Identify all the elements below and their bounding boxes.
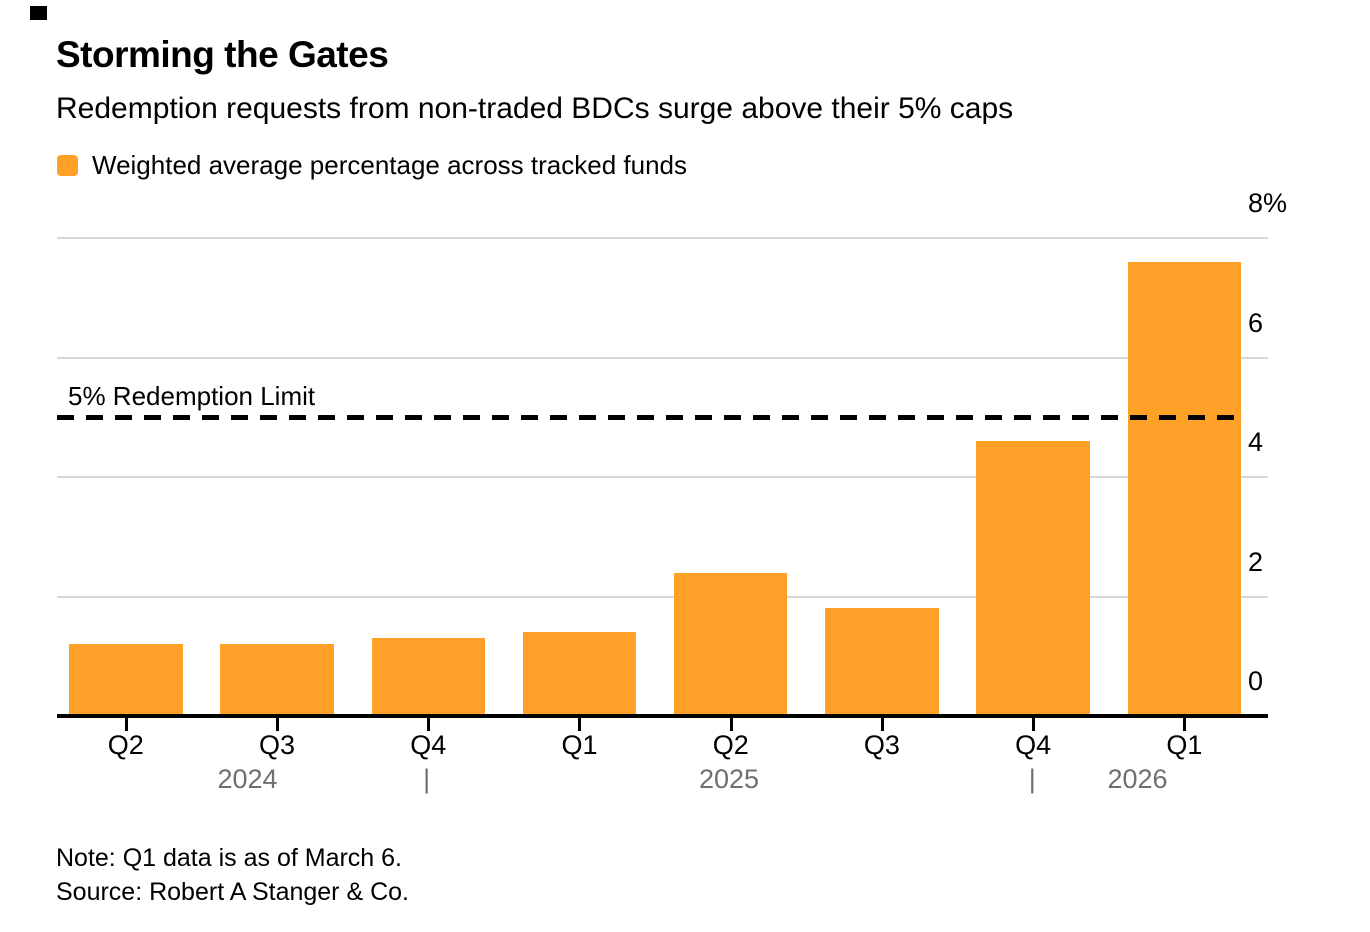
gridline-8 xyxy=(57,237,1268,239)
y-axis-label-8: 8% xyxy=(1248,188,1288,218)
legend-swatch-icon xyxy=(57,155,78,176)
note-line: Note: Q1 data is as of March 6. xyxy=(56,844,402,872)
x-axis-tick xyxy=(1183,718,1187,731)
x-axis-label-q2-2024: Q2 xyxy=(107,730,144,760)
chart-subtitle: Redemption requests from non-traded BDCs… xyxy=(56,92,1014,125)
year-separator: | xyxy=(1028,764,1036,794)
bar-q1-2025 xyxy=(522,632,637,715)
x-axis-tick xyxy=(124,718,128,731)
legend-label: Weighted average percentage across track… xyxy=(92,150,687,180)
x-axis-label-q2-2025: Q2 xyxy=(712,730,749,760)
redemption-limit-line xyxy=(57,415,1240,421)
chart-footnote: Note: Q1 data is as of March 6. Source: … xyxy=(56,841,409,909)
source-line: Source: Robert A Stanger & Co. xyxy=(56,878,409,906)
x-axis-line xyxy=(57,714,1268,718)
bar-q4-2025 xyxy=(976,441,1090,715)
x-axis-tick xyxy=(729,718,733,731)
y-axis-label-4: 4 xyxy=(1248,427,1264,457)
x-axis-label-q3-2025: Q3 xyxy=(863,730,900,760)
x-axis-label-q4-2024: Q4 xyxy=(410,730,447,760)
x-axis-label-q3-2024: Q3 xyxy=(259,730,296,760)
x-axis-tick xyxy=(276,718,280,731)
chart-title: Storming the Gates xyxy=(56,34,389,75)
x-axis-label-q4-2025: Q4 xyxy=(1015,730,1052,760)
x-axis-label-q1-2026: Q1 xyxy=(1166,730,1203,760)
gridline-6 xyxy=(57,356,1268,359)
year-label-2024: 2024 xyxy=(217,764,278,794)
gridline-2 xyxy=(57,595,1268,598)
legend: Weighted average percentage across track… xyxy=(57,150,687,181)
bar-q2-2024 xyxy=(69,644,183,715)
bar-q1-2026 xyxy=(1127,261,1242,715)
redemption-limit-label: 5% Redemption Limit xyxy=(68,381,316,411)
x-axis-tick xyxy=(1032,718,1036,731)
bar-q4-2024 xyxy=(371,638,485,715)
gridline-4 xyxy=(57,476,1268,478)
x-axis-tick xyxy=(880,718,884,731)
bloomberg-flag-mark xyxy=(30,6,47,20)
x-axis-tick xyxy=(427,718,431,731)
x-axis-tick xyxy=(578,718,582,731)
y-axis-label-2: 2 xyxy=(1248,546,1264,577)
y-axis-label-0: 0 xyxy=(1248,666,1264,696)
y-axis-label-6: 6 xyxy=(1248,307,1264,338)
year-label-2025: 2025 xyxy=(698,764,760,794)
x-axis-label-q1-2025: Q1 xyxy=(561,730,598,760)
year-separator: | xyxy=(423,764,431,794)
year-label-2026: 2026 xyxy=(1107,764,1168,794)
bar-q2-2025 xyxy=(673,572,788,715)
bar-q3-2025 xyxy=(825,608,939,715)
bar-q3-2024 xyxy=(220,644,334,715)
